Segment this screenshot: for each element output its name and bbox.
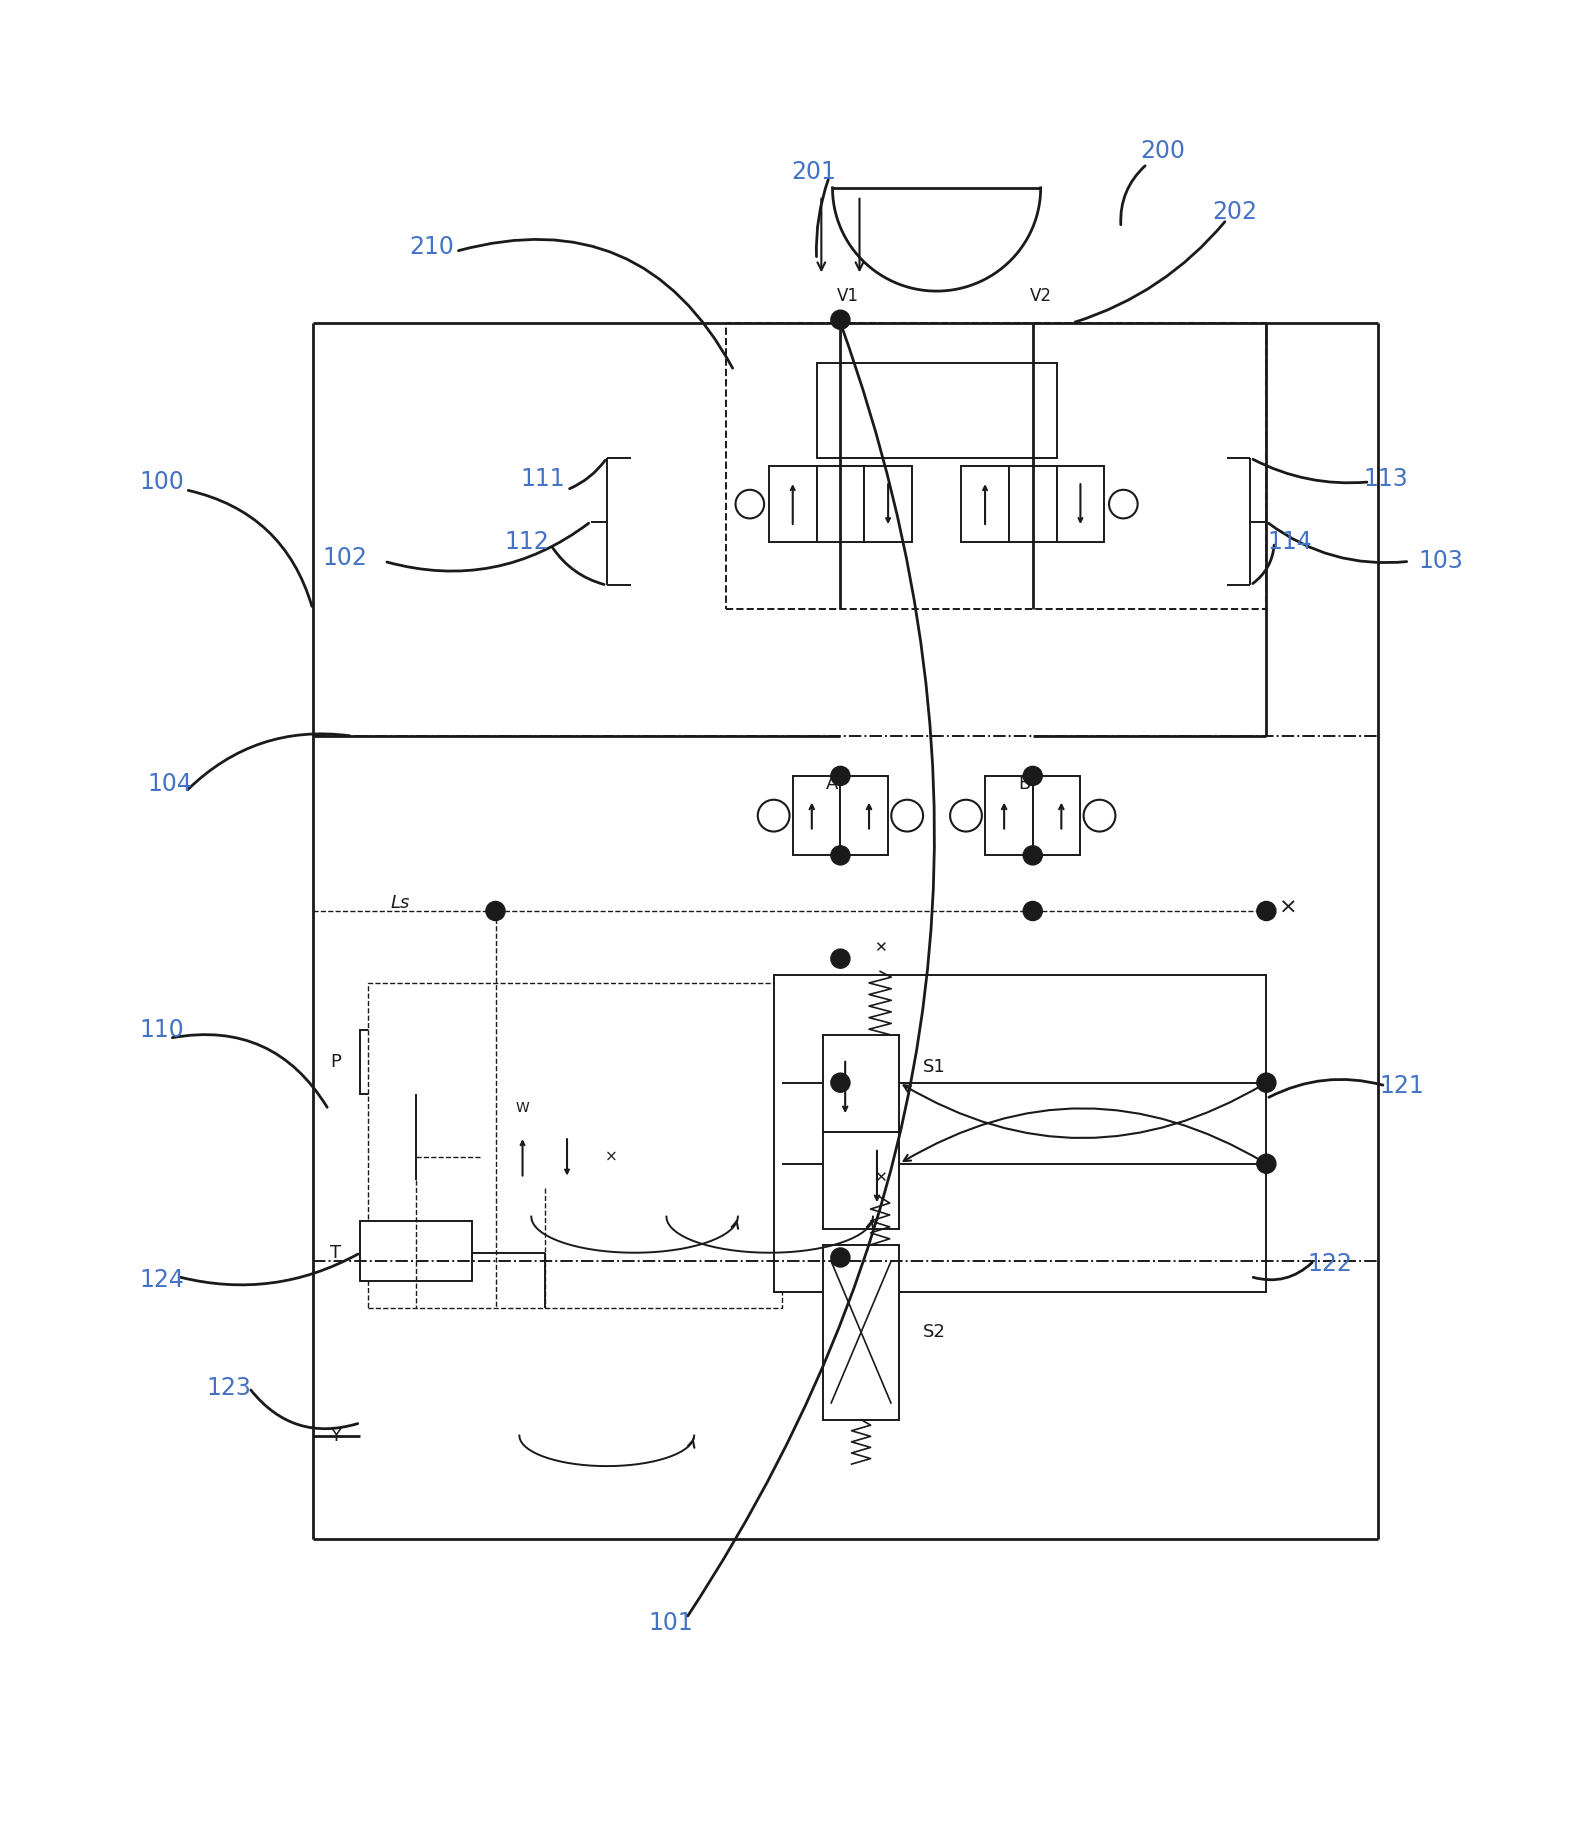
Text: A: A <box>826 774 839 793</box>
Bar <box>841 776 888 855</box>
Polygon shape <box>482 1128 501 1188</box>
Bar <box>823 1131 900 1228</box>
Bar <box>1056 466 1104 543</box>
Bar <box>769 466 817 543</box>
Text: ✕: ✕ <box>874 1170 887 1186</box>
Circle shape <box>1257 1073 1276 1091</box>
Text: B: B <box>1019 774 1030 793</box>
Circle shape <box>831 845 850 865</box>
Bar <box>545 1128 589 1188</box>
Bar <box>864 466 912 543</box>
Text: ×: × <box>1279 898 1298 918</box>
Text: 122: 122 <box>1308 1252 1353 1275</box>
Text: P: P <box>330 1053 341 1071</box>
Bar <box>726 322 1266 609</box>
Text: 202: 202 <box>1212 200 1257 224</box>
Circle shape <box>831 767 850 785</box>
Circle shape <box>1083 800 1115 831</box>
Bar <box>962 466 1010 543</box>
Bar <box>1032 776 1080 855</box>
Bar <box>793 776 841 855</box>
Circle shape <box>407 1148 426 1166</box>
Text: V1: V1 <box>837 286 860 304</box>
Text: 210: 210 <box>410 235 455 259</box>
Text: S2: S2 <box>924 1323 946 1341</box>
Bar <box>823 1244 900 1419</box>
Polygon shape <box>394 1135 439 1179</box>
Text: 100: 100 <box>139 470 183 494</box>
Text: 103: 103 <box>1420 548 1464 574</box>
Text: Ls: Ls <box>391 895 410 913</box>
Circle shape <box>831 1248 850 1266</box>
Circle shape <box>831 1073 850 1091</box>
Text: 124: 124 <box>139 1268 183 1292</box>
Bar <box>817 363 1056 457</box>
Bar <box>368 982 782 1308</box>
Circle shape <box>1257 1153 1276 1173</box>
Text: 104: 104 <box>147 773 191 796</box>
Bar <box>774 975 1266 1292</box>
Circle shape <box>951 800 983 831</box>
Text: 114: 114 <box>1268 530 1313 554</box>
Text: 101: 101 <box>648 1611 692 1634</box>
Text: T: T <box>330 1244 341 1261</box>
Circle shape <box>831 310 850 330</box>
Text: V2: V2 <box>1030 286 1051 304</box>
Text: ×: × <box>605 1150 617 1164</box>
Text: Y: Y <box>330 1427 341 1445</box>
Bar <box>501 1128 545 1188</box>
Text: S1: S1 <box>924 1059 946 1075</box>
Text: 110: 110 <box>139 1018 183 1042</box>
Circle shape <box>831 949 850 967</box>
Bar <box>1010 466 1056 543</box>
Text: 113: 113 <box>1364 466 1408 490</box>
Bar <box>986 776 1032 855</box>
Circle shape <box>892 800 924 831</box>
Circle shape <box>735 490 764 519</box>
Bar <box>360 1029 472 1093</box>
Text: 200: 200 <box>1140 138 1185 164</box>
Bar <box>589 1128 633 1188</box>
Text: ✕: ✕ <box>874 940 887 955</box>
Text: 201: 201 <box>791 160 836 184</box>
Bar <box>360 1221 472 1281</box>
Text: 111: 111 <box>522 466 566 490</box>
Circle shape <box>1109 490 1137 519</box>
Polygon shape <box>448 1144 471 1170</box>
Circle shape <box>486 902 506 920</box>
Circle shape <box>1257 902 1276 920</box>
Text: 123: 123 <box>206 1376 250 1399</box>
Text: W: W <box>515 1100 530 1115</box>
Circle shape <box>758 800 790 831</box>
Bar <box>823 1035 900 1131</box>
Circle shape <box>1024 845 1042 865</box>
Text: 121: 121 <box>1380 1073 1424 1099</box>
Circle shape <box>1024 902 1042 920</box>
Text: 112: 112 <box>506 530 550 554</box>
Text: 102: 102 <box>322 547 367 570</box>
Bar <box>817 466 864 543</box>
Circle shape <box>407 1148 426 1166</box>
Circle shape <box>1024 767 1042 785</box>
